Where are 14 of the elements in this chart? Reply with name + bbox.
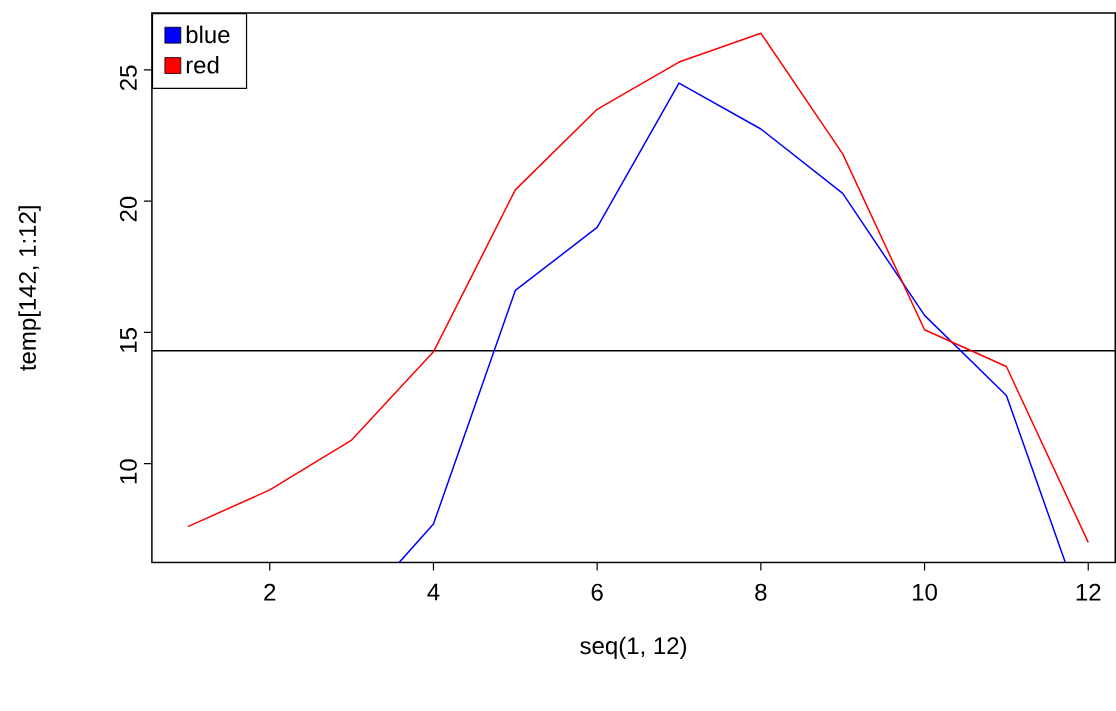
x-axis-title: seq(1, 12) — [580, 636, 687, 660]
x-tick-label: 2 — [264, 583, 276, 601]
y-tick-label: 20 — [119, 197, 137, 222]
x-tick-label: 10 — [913, 583, 937, 601]
x-tick-label: 6 — [591, 583, 603, 601]
x-tick-label: 8 — [755, 583, 767, 601]
y-tick-label: 15 — [120, 328, 137, 353]
x-tick-label: 4 — [427, 583, 440, 601]
x-tick-label: 12 — [1076, 583, 1101, 601]
y-tick-label: 10 — [119, 459, 137, 484]
y-axis-title: temp[142, 1:12] — [18, 206, 41, 371]
legend-label: red — [186, 56, 219, 74]
legend-label: blue — [186, 25, 230, 44]
y-tick-label: 25 — [119, 65, 137, 91]
